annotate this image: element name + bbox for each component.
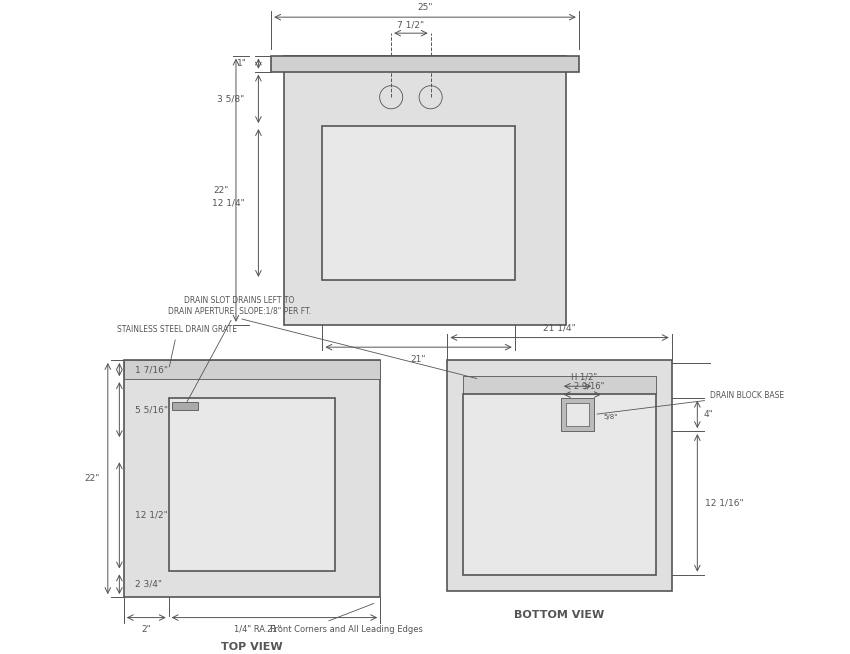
Text: 2 9/16": 2 9/16" [574, 381, 603, 390]
Text: H 1/2": H 1/2" [571, 373, 597, 382]
Bar [271, 56, 579, 72]
Text: 22": 22" [212, 186, 229, 195]
Bar [124, 360, 380, 597]
Bar [322, 126, 515, 280]
Bar [463, 376, 655, 394]
Bar [124, 360, 380, 379]
Bar [561, 398, 594, 431]
Text: 5 5/16": 5 5/16" [135, 405, 168, 414]
Bar [463, 394, 655, 575]
Text: 1 7/16": 1 7/16" [135, 365, 168, 374]
Text: TOP VIEW: TOP VIEW [221, 642, 283, 652]
Text: DRAIN SLOT DRAINS LEFT TO
DRAIN APERTURE. SLOPE:1/8" PER FT.: DRAIN SLOT DRAINS LEFT TO DRAIN APERTURE… [167, 296, 311, 404]
Text: 2": 2" [141, 625, 151, 634]
Text: BOTTOM VIEW: BOTTOM VIEW [514, 610, 604, 620]
Text: DRAIN BLOCK BASE: DRAIN BLOCK BASE [597, 390, 785, 414]
Text: 4": 4" [704, 410, 713, 419]
Text: 22": 22" [85, 474, 100, 483]
Bar [566, 403, 589, 426]
Text: 25": 25" [417, 3, 433, 12]
Text: 3 5/8": 3 5/8" [217, 94, 244, 103]
Text: 12 1/2": 12 1/2" [135, 511, 168, 520]
Text: 21": 21" [411, 355, 427, 364]
Bar [284, 56, 566, 325]
Bar [447, 360, 672, 591]
Bar [168, 398, 335, 572]
Text: 12 1/16": 12 1/16" [705, 498, 744, 508]
Text: 21 1/4": 21 1/4" [543, 324, 576, 332]
Text: 1": 1" [237, 59, 246, 68]
Text: 1/4" RA. Front Corners and All Leading Edges: 1/4" RA. Front Corners and All Leading E… [235, 625, 423, 634]
Text: 7 1/2": 7 1/2" [397, 20, 424, 29]
Text: 21": 21" [267, 625, 282, 634]
Bar [172, 402, 197, 410]
Text: 2 3/4": 2 3/4" [135, 579, 162, 589]
Text: 12 1/4": 12 1/4" [212, 198, 244, 207]
Text: STAINLESS STEEL DRAIN GRATE: STAINLESS STEEL DRAIN GRATE [117, 325, 237, 367]
Text: 5/8": 5/8" [604, 414, 618, 420]
